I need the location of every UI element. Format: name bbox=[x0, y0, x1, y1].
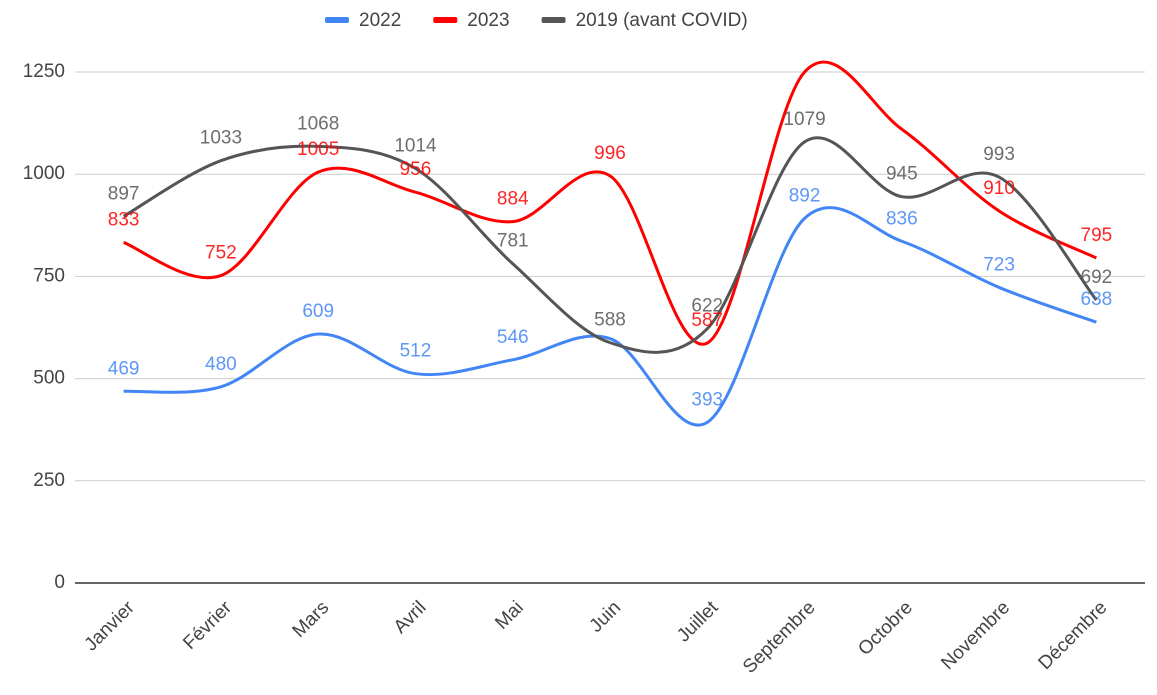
legend-swatch bbox=[325, 17, 349, 23]
legend-label: 2022 bbox=[359, 10, 401, 31]
data-label: 996 bbox=[594, 143, 626, 164]
data-label: 512 bbox=[400, 341, 432, 362]
data-label: 692 bbox=[1081, 267, 1113, 288]
data-label: 892 bbox=[789, 185, 821, 206]
y-tick-label: 1000 bbox=[23, 163, 65, 184]
x-tick-label: Septembre bbox=[739, 597, 820, 678]
legend-label: 2019 (avant COVID) bbox=[576, 10, 748, 31]
data-label: 1068 bbox=[297, 113, 339, 134]
data-label: 836 bbox=[886, 208, 918, 229]
data-label: 910 bbox=[983, 178, 1015, 199]
data-label: 609 bbox=[302, 301, 334, 322]
data-label: 752 bbox=[205, 243, 237, 264]
x-tick-label: Octobre bbox=[854, 597, 917, 660]
data-label: 587 bbox=[691, 310, 723, 331]
x-tick-label: Avril bbox=[390, 597, 431, 638]
series-line bbox=[123, 60, 1098, 346]
y-tick-label: 0 bbox=[54, 572, 65, 593]
data-label: 393 bbox=[691, 389, 723, 410]
legend-swatch bbox=[541, 17, 566, 23]
data-label: 546 bbox=[497, 327, 529, 348]
data-label: 833 bbox=[108, 209, 140, 230]
y-tick-label: 750 bbox=[33, 265, 65, 286]
data-label: 1005 bbox=[297, 139, 339, 160]
x-tick-label: Juin bbox=[586, 597, 625, 636]
data-label: 1033 bbox=[200, 128, 242, 149]
data-label: 956 bbox=[400, 159, 432, 180]
data-label: 638 bbox=[1081, 289, 1113, 310]
x-tick-label: Mai bbox=[491, 597, 528, 634]
x-tick-label: Mars bbox=[289, 597, 334, 642]
data-label: 795 bbox=[1081, 225, 1113, 246]
data-label: 897 bbox=[108, 183, 140, 204]
x-tick-label: Juillet bbox=[673, 597, 723, 647]
y-tick-label: 1250 bbox=[23, 61, 65, 82]
data-label: 1014 bbox=[394, 135, 437, 156]
data-label: 945 bbox=[886, 164, 918, 185]
data-label: 781 bbox=[497, 231, 529, 252]
y-tick-label: 250 bbox=[33, 470, 65, 491]
series-line bbox=[122, 136, 1098, 354]
data-label: 884 bbox=[497, 189, 529, 210]
y-tick-label: 500 bbox=[33, 368, 65, 389]
data-label: 588 bbox=[594, 310, 626, 331]
data-label: 622 bbox=[691, 296, 723, 317]
x-tick-label: Novembre bbox=[937, 597, 1014, 674]
legend-label: 2023 bbox=[467, 10, 509, 31]
x-tick-label: Février bbox=[179, 597, 236, 654]
data-label: 469 bbox=[108, 358, 140, 379]
data-label: 993 bbox=[983, 144, 1015, 165]
series-line bbox=[123, 206, 1097, 427]
legend-swatch bbox=[433, 17, 458, 23]
data-label: 1079 bbox=[783, 109, 825, 130]
x-tick-label: Janvier bbox=[81, 597, 140, 656]
data-label: 723 bbox=[983, 254, 1015, 275]
data-label: 480 bbox=[205, 354, 237, 375]
x-tick-label: Décembre bbox=[1035, 597, 1112, 674]
